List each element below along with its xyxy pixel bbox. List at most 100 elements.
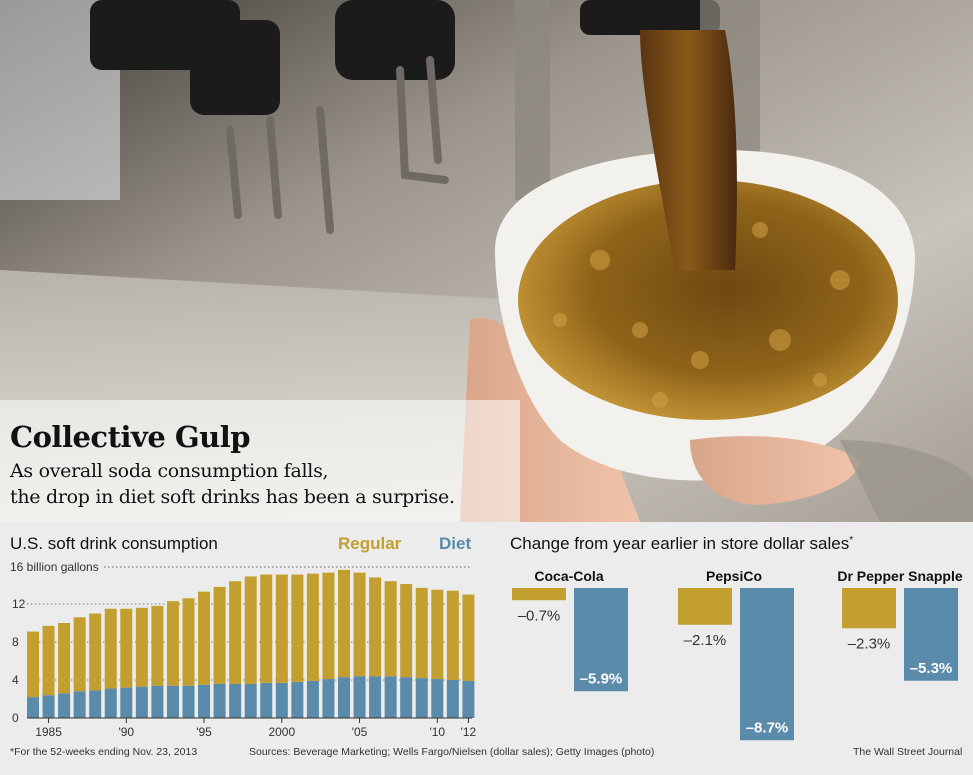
company-label: PepsiCo bbox=[706, 568, 762, 584]
bar-regular-2011 bbox=[446, 590, 459, 680]
bar-regular-1998 bbox=[244, 576, 257, 684]
label-diet: –5.9% bbox=[580, 670, 623, 687]
bar-regular-1986 bbox=[58, 623, 71, 694]
bar-diet-2008 bbox=[400, 677, 413, 718]
bar-diet-0 bbox=[574, 588, 628, 692]
x-tick-label: '05 bbox=[352, 725, 368, 739]
label-diet: –5.3% bbox=[910, 660, 953, 677]
bar-regular-1990 bbox=[120, 608, 133, 688]
label-regular: –0.7% bbox=[518, 607, 561, 624]
bar-regular-2 bbox=[842, 588, 896, 629]
bar-diet-1994 bbox=[182, 685, 195, 718]
y-tick-12: 12 bbox=[12, 597, 26, 611]
bar-diet-1995 bbox=[198, 684, 211, 718]
bar-regular-0 bbox=[512, 588, 566, 601]
soda-fountain-photo bbox=[0, 0, 973, 522]
x-tick-label: '90 bbox=[118, 725, 134, 739]
bar-regular-1988 bbox=[89, 613, 102, 691]
bar-diet-1998 bbox=[244, 683, 257, 718]
bar-diet-2001 bbox=[291, 681, 304, 718]
bar-diet-1988 bbox=[89, 690, 102, 718]
sales-chart-title-text: Change from year earlier in store dollar… bbox=[510, 534, 849, 553]
bar-regular-1 bbox=[678, 588, 732, 625]
x-tick-label: '95 bbox=[196, 725, 212, 739]
bar-regular-2004 bbox=[338, 569, 350, 678]
bar-diet-1990 bbox=[120, 687, 133, 718]
bar-regular-2002 bbox=[306, 573, 319, 681]
x-tick-label: '10 bbox=[429, 725, 445, 739]
bar-regular-1996 bbox=[213, 586, 226, 684]
bar-diet-2 bbox=[904, 588, 958, 681]
headline: Collective Gulp bbox=[10, 420, 251, 454]
credit: The Wall Street Journal bbox=[853, 746, 962, 758]
sales-chart-title: Change from year earlier in store dollar… bbox=[510, 534, 853, 553]
bar-diet-2011 bbox=[446, 680, 459, 718]
bar-diet-2002 bbox=[306, 680, 319, 718]
y-tick-8: 8 bbox=[12, 635, 19, 649]
sales-chart-title-mark: * bbox=[849, 535, 853, 546]
bar-regular-2005 bbox=[353, 572, 366, 677]
bar-diet-1999 bbox=[260, 682, 273, 718]
bar-diet-1996 bbox=[213, 683, 226, 718]
bar-regular-2010 bbox=[431, 589, 444, 680]
bar-diet-1993 bbox=[166, 685, 179, 718]
bar-regular-1999 bbox=[260, 574, 273, 683]
consumption-chart-title: U.S. soft drink consumption bbox=[10, 534, 218, 553]
x-tick-label: '12 bbox=[461, 725, 477, 739]
bar-regular-2006 bbox=[369, 577, 382, 677]
bar-diet-2009 bbox=[415, 678, 428, 718]
bar-regular-2001 bbox=[291, 574, 304, 682]
x-tick-labels: 1985 '90 '95 2000 '05 '10 '12 bbox=[35, 718, 477, 739]
sources: Sources: Beverage Marketing; Wells Fargo… bbox=[249, 746, 654, 758]
bar-diet-2003 bbox=[322, 679, 335, 718]
bar-regular-2000 bbox=[275, 574, 288, 683]
label-regular: –2.1% bbox=[684, 632, 727, 649]
bar-diet-2007 bbox=[384, 676, 397, 718]
y-tick-4: 4 bbox=[12, 673, 19, 687]
bar-regular-1995 bbox=[198, 591, 211, 685]
bar-regular-2003 bbox=[322, 572, 335, 680]
bar-diet-1989 bbox=[104, 688, 117, 718]
bar-diet-1997 bbox=[229, 683, 242, 718]
bar-regular-1989 bbox=[104, 608, 117, 689]
bar-regular-1987 bbox=[73, 617, 86, 692]
bar-diet-1986 bbox=[58, 693, 71, 718]
legend-regular: Regular bbox=[338, 534, 402, 553]
y-unit-label: 16 billion gallons bbox=[10, 560, 99, 574]
bar-diet-1984 bbox=[27, 697, 39, 718]
bar-diet-2004 bbox=[338, 677, 350, 718]
bar-regular-2012 bbox=[462, 594, 475, 681]
y-tick-labels: 0 4 8 12 bbox=[12, 597, 26, 725]
bar-regular-1997 bbox=[229, 581, 242, 684]
bar-regular-2007 bbox=[384, 581, 397, 677]
bar-regular-1992 bbox=[151, 605, 164, 686]
bar-diet-2012 bbox=[462, 680, 475, 718]
bar-diet-2000 bbox=[275, 682, 288, 718]
consumption-bars bbox=[27, 569, 475, 719]
bar-regular-1994 bbox=[182, 598, 195, 686]
bar-diet-1987 bbox=[73, 691, 86, 718]
legend-diet: Diet bbox=[439, 534, 471, 553]
footnote: *For the 52-weeks ending Nov. 23, 2013 bbox=[10, 746, 197, 758]
bar-diet-1991 bbox=[135, 686, 148, 718]
x-tick-label: 1985 bbox=[35, 725, 62, 739]
bar-regular-2009 bbox=[415, 587, 428, 679]
label-diet: –8.7% bbox=[746, 719, 789, 736]
bar-regular-1993 bbox=[166, 601, 179, 686]
label-regular: –2.3% bbox=[848, 635, 891, 652]
x-tick-label: 2000 bbox=[268, 725, 295, 739]
bar-diet-1992 bbox=[151, 685, 164, 718]
company-label: Dr Pepper Snapple bbox=[837, 568, 962, 584]
bar-diet-2010 bbox=[431, 679, 444, 718]
bar-regular-2008 bbox=[400, 584, 413, 678]
y-tick-0: 0 bbox=[12, 711, 19, 725]
dek-line-2: the drop in diet soft drinks has been a … bbox=[10, 486, 455, 508]
dek-line-1: As overall soda consumption falls, bbox=[10, 460, 329, 482]
bar-diet-1985 bbox=[42, 695, 55, 718]
bar-regular-1985 bbox=[42, 625, 55, 696]
bar-diet-2005 bbox=[353, 676, 366, 718]
bar-regular-1984 bbox=[27, 631, 39, 698]
sales-change-bars: Coca-Cola –0.7% –5.9% PepsiCo –2.1% –8.7% Dr P… bbox=[512, 568, 963, 741]
bar-diet-2006 bbox=[369, 676, 382, 718]
